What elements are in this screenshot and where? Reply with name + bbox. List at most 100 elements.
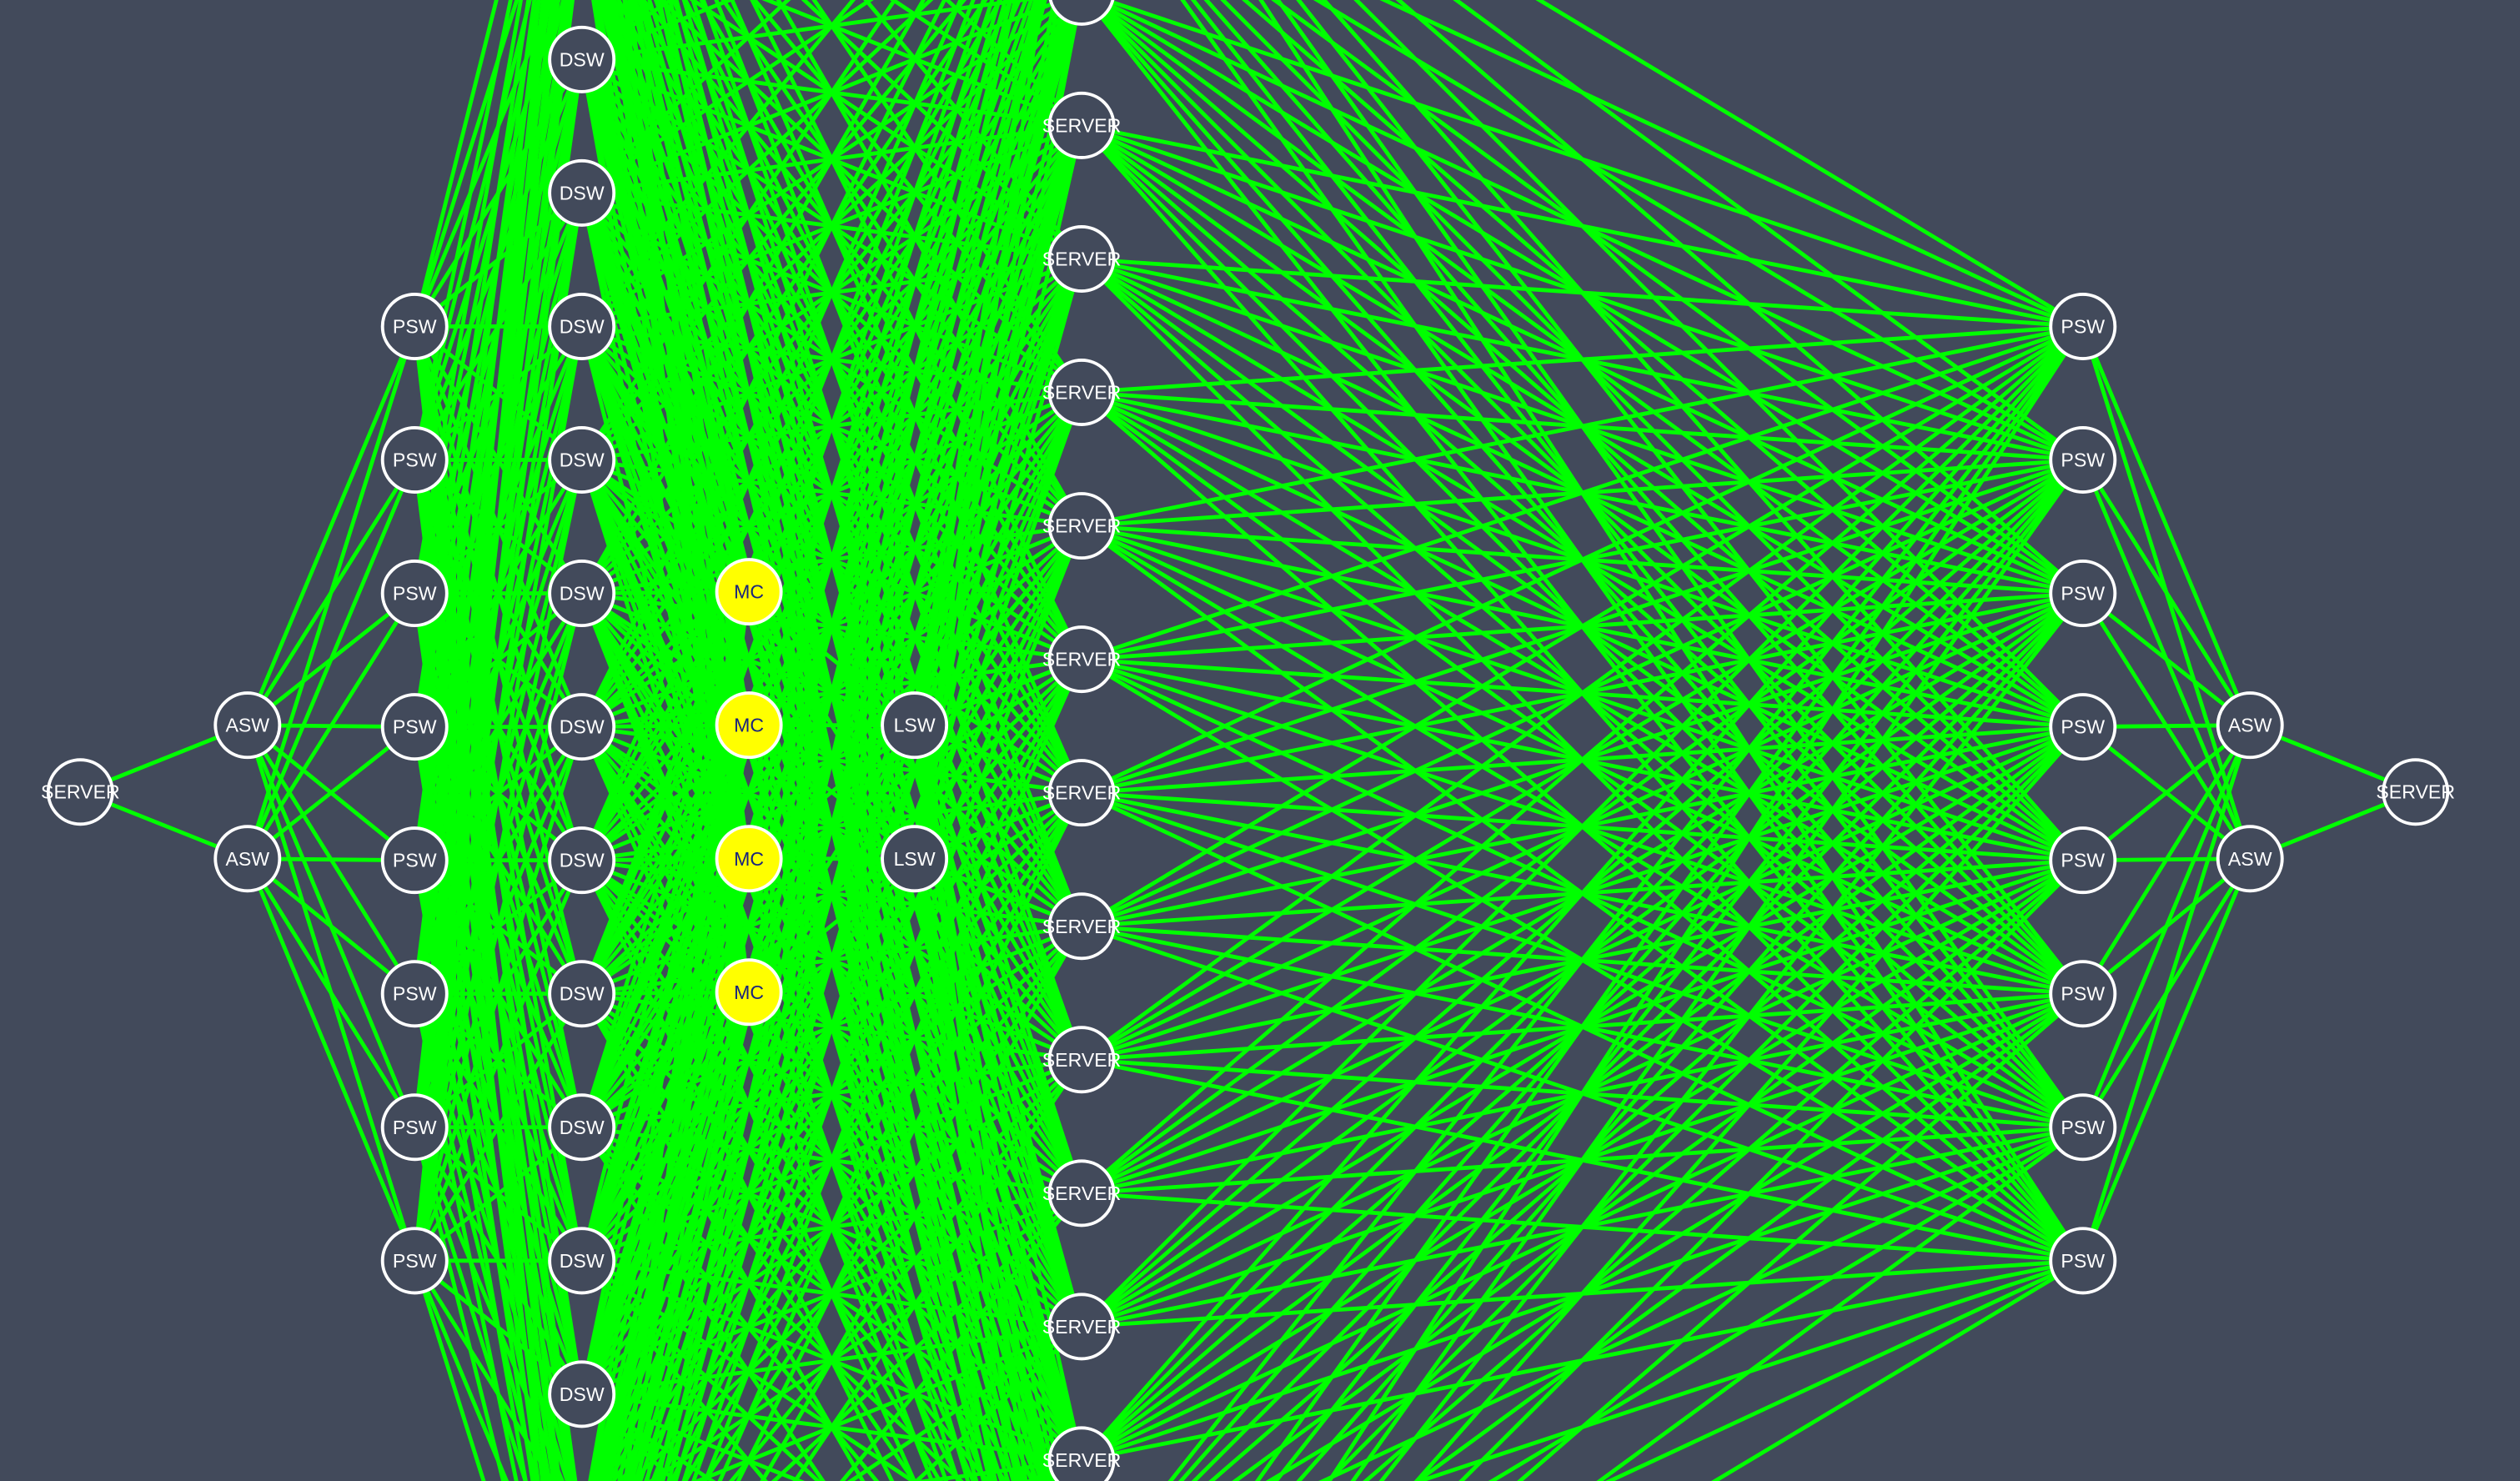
node[interactable]: DSW <box>548 960 616 1028</box>
node[interactable]: SERVER <box>1042 892 1122 961</box>
node-circle <box>1047 1293 1116 1361</box>
node[interactable]: PSW <box>380 1227 449 1295</box>
node[interactable]: MC <box>715 825 783 893</box>
link <box>1596 1125 2085 1481</box>
node[interactable]: PSW <box>2049 693 2117 761</box>
node-label: PSW <box>393 1250 437 1272</box>
link <box>660 0 1047 1481</box>
node[interactable]: DSW <box>548 292 616 360</box>
node[interactable]: PSW <box>2049 1093 2117 1162</box>
node[interactable]: PSW <box>2049 426 2117 494</box>
node-circle <box>548 960 616 1028</box>
link <box>2081 325 2252 726</box>
node[interactable]: MC <box>715 558 783 626</box>
node-circle <box>380 1227 449 1295</box>
node[interactable]: DSW <box>548 158 616 227</box>
node-circle <box>1047 1426 1116 1481</box>
node[interactable]: PSW <box>380 560 449 628</box>
link <box>714 0 1084 927</box>
node[interactable]: MC <box>715 691 783 760</box>
link <box>412 0 541 995</box>
node[interactable]: ASW <box>213 691 282 760</box>
node-label: PSW <box>393 1117 437 1138</box>
node-label: ASW <box>225 848 269 870</box>
node-circle <box>548 560 616 628</box>
node[interactable]: DSW <box>548 1360 616 1428</box>
link <box>412 0 537 861</box>
link <box>1167 324 2085 1481</box>
node[interactable]: SERVER <box>1042 224 1122 293</box>
link <box>750 0 1084 660</box>
node[interactable]: LSW <box>881 691 949 760</box>
node[interactable]: SERVER <box>1042 1293 1122 1361</box>
node[interactable]: PSW <box>380 960 449 1028</box>
node[interactable]: SERVER <box>1042 1159 1122 1227</box>
node[interactable]: PSW <box>380 292 449 360</box>
node[interactable]: ASW <box>213 825 282 893</box>
node[interactable]: DSW <box>548 1093 616 1162</box>
node-label: DSW <box>560 1250 605 1272</box>
node-circle <box>1048 0 1115 26</box>
node[interactable]: PSW <box>2049 826 2117 895</box>
link <box>674 0 1084 1461</box>
node-label: PSW <box>2061 583 2105 605</box>
node-circle <box>380 292 449 360</box>
node-label: ASW <box>2228 848 2272 870</box>
node[interactable]: DSW <box>548 826 616 895</box>
node[interactable]: PSW <box>380 426 449 494</box>
node[interactable]: SERVER <box>41 758 120 826</box>
node-circle <box>2382 758 2450 826</box>
link <box>245 325 417 726</box>
node[interactable]: DSW <box>548 25 616 93</box>
node[interactable]: SERVER <box>1042 759 1122 827</box>
node-circle <box>881 825 949 893</box>
link <box>776 0 1084 527</box>
node-circle <box>715 958 783 1027</box>
node-label: DSW <box>560 182 605 203</box>
node-label: SERVER <box>2376 781 2455 803</box>
node-circle <box>715 691 783 760</box>
link <box>1258 0 2085 1263</box>
node[interactable]: SERVER <box>1042 492 1122 560</box>
node[interactable]: PSW <box>380 826 449 895</box>
node-circle <box>380 960 449 1028</box>
node[interactable]: DSW <box>548 426 616 494</box>
link <box>245 592 417 861</box>
node-circle <box>1047 1026 1116 1094</box>
link <box>412 1260 486 1481</box>
node[interactable]: PSW <box>380 693 449 761</box>
node[interactable]: DSW <box>548 693 616 761</box>
node-label: DSW <box>560 449 605 471</box>
node[interactable]: PSW <box>2049 960 2117 1028</box>
link <box>662 0 1025 1481</box>
node[interactable]: LSW <box>881 825 949 893</box>
node[interactable]: SERVER <box>1042 625 1122 694</box>
node-label: LSW <box>894 848 936 870</box>
node-label: ASW <box>2228 715 2272 736</box>
link <box>2081 724 2252 1128</box>
node[interactable]: SERVER <box>1042 1426 1122 1481</box>
node[interactable]: MC <box>715 958 783 1027</box>
link <box>2081 459 2252 726</box>
node[interactable]: PSW <box>380 1093 449 1162</box>
node[interactable]: PSW <box>2049 292 2117 360</box>
node[interactable]: SERVER <box>1042 359 1122 427</box>
link <box>667 0 1055 1481</box>
node[interactable]: SERVER <box>2376 758 2455 826</box>
node[interactable]: DSW <box>548 560 616 628</box>
link <box>1353 0 2085 729</box>
link <box>1413 725 2085 1481</box>
node[interactable]: SERVER <box>1042 91 1122 159</box>
node[interactable]: DSW <box>548 1227 616 1295</box>
node-label: PSW <box>393 583 437 605</box>
node[interactable]: ASW <box>2216 691 2284 760</box>
node[interactable]: PSW <box>2049 1227 2117 1295</box>
link <box>1458 858 2085 1481</box>
link <box>735 791 1084 1481</box>
node[interactable]: ASW <box>2216 825 2284 893</box>
node-circle <box>548 1093 616 1162</box>
node[interactable]: SERVER <box>1042 1026 1122 1094</box>
link <box>1085 0 2085 1263</box>
node-circle <box>548 1360 616 1428</box>
node[interactable]: PSW <box>2049 560 2117 628</box>
